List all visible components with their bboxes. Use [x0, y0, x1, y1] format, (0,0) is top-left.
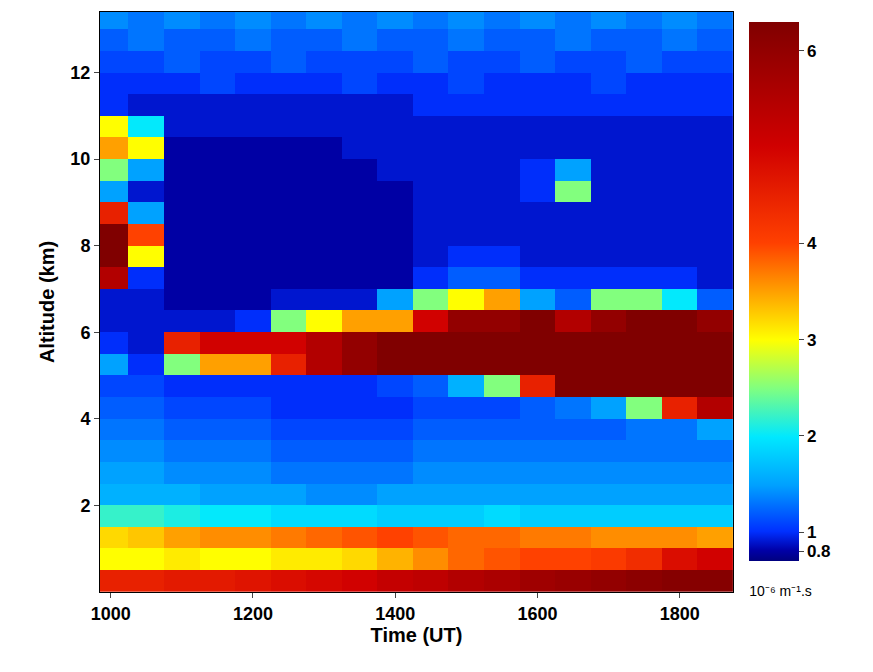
svg-text:3: 3	[807, 331, 816, 350]
svg-text:4: 4	[80, 409, 90, 429]
svg-text:4: 4	[807, 234, 817, 253]
svg-text:1600: 1600	[517, 604, 557, 624]
svg-text:2: 2	[80, 496, 90, 516]
svg-text:0.8: 0.8	[807, 542, 831, 561]
svg-text:8: 8	[80, 236, 90, 256]
svg-text:10: 10	[70, 149, 90, 169]
svg-text:1800: 1800	[660, 604, 700, 624]
svg-text:2: 2	[807, 427, 816, 446]
svg-text:12: 12	[70, 63, 90, 83]
svg-text:1000: 1000	[91, 604, 131, 624]
svg-text:1400: 1400	[375, 604, 415, 624]
svg-text:1: 1	[807, 523, 816, 542]
svg-text:10⁻⁶ m⁻¹.s: 10⁻⁶ m⁻¹.s	[749, 583, 811, 599]
svg-text:6: 6	[80, 323, 90, 343]
svg-text:1200: 1200	[233, 604, 273, 624]
svg-text:Altitude (km): Altitude (km)	[36, 241, 58, 363]
svg-text:6: 6	[807, 42, 816, 61]
svg-text:Time (UT): Time (UT)	[371, 624, 463, 646]
